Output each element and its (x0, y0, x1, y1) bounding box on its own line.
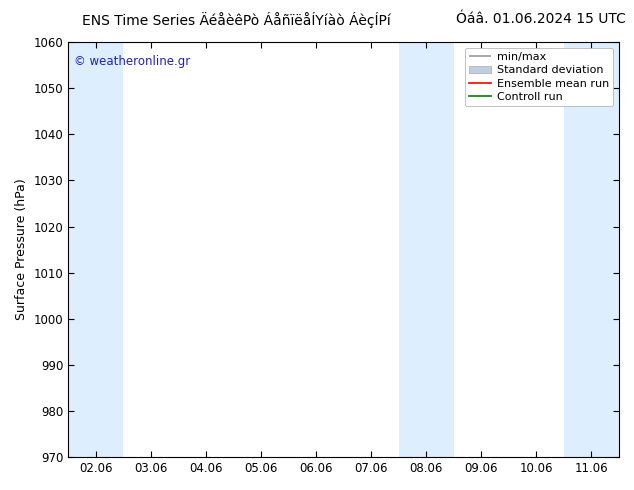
Bar (399, 42, 454, 457)
Text: Óáâ. 01.06.2024 15 UTC: Óáâ. 01.06.2024 15 UTC (456, 12, 626, 26)
Text: ENS Time Series ÄéåèêPò ÁåñïëåÍYíàò ÁèçÍPí: ENS Time Series ÄéåèêPò ÁåñïëåÍYíàò ÁèçÍ… (82, 12, 391, 28)
Bar (68, 42, 123, 457)
Legend: min/max, Standard deviation, Ensemble mean run, Controll run: min/max, Standard deviation, Ensemble me… (465, 48, 614, 106)
Bar (564, 42, 634, 457)
Text: © weatheronline.gr: © weatheronline.gr (74, 54, 190, 68)
Y-axis label: Surface Pressure (hPa): Surface Pressure (hPa) (15, 179, 28, 320)
